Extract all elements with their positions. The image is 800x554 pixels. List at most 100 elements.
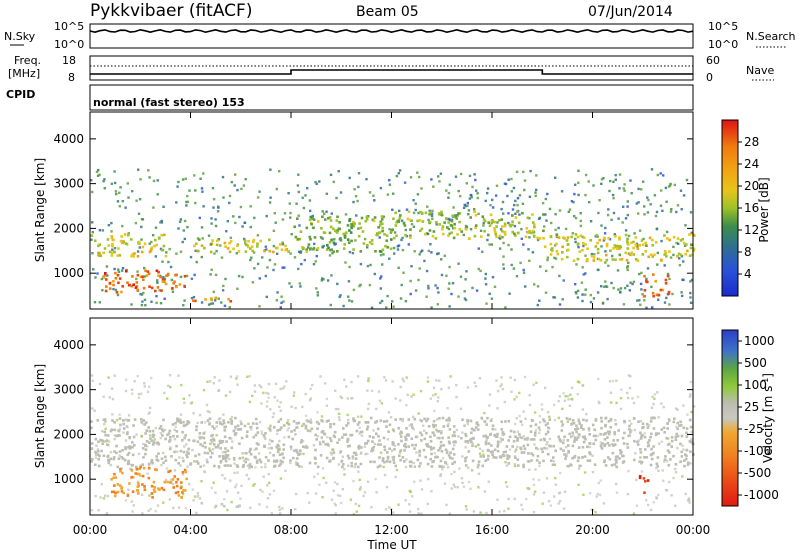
- heatmap-cell: [226, 449, 230, 453]
- heatmap-cell: [645, 280, 648, 283]
- heatmap-cell: [100, 277, 104, 281]
- heatmap-cell: [262, 475, 265, 478]
- heatmap-cell: [644, 250, 647, 253]
- heatmap-cell: [568, 404, 571, 407]
- heatmap-cell: [268, 442, 271, 446]
- heatmap-cell: [121, 471, 124, 475]
- heatmap-cell: [183, 275, 187, 278]
- heatmap-cell: [151, 435, 155, 439]
- heatmap-cell: [325, 481, 328, 484]
- heatmap-cell: [200, 301, 204, 304]
- heatmap-cell: [354, 502, 357, 506]
- heatmap-cell: [582, 244, 585, 248]
- heatmap-cell: [420, 419, 423, 423]
- heatmap-cell: [254, 417, 258, 421]
- heatmap-cell: [507, 243, 510, 247]
- heatmap-cell: [221, 474, 224, 477]
- heatmap-cell: [558, 209, 562, 212]
- heatmap-cell: [118, 191, 121, 194]
- heatmap-cell: [146, 445, 149, 448]
- heatmap-cell: [105, 439, 109, 442]
- heatmap-cell: [559, 439, 562, 443]
- heatmap-cell: [469, 419, 473, 423]
- heatmap-cell: [156, 279, 159, 282]
- heatmap-cell: [105, 278, 108, 281]
- heatmap-cell: [592, 297, 596, 300]
- heatmap-cell: [612, 197, 615, 200]
- heatmap-cell: [431, 209, 434, 213]
- heatmap-cell: [645, 244, 648, 247]
- heatmap-cell: [608, 444, 611, 447]
- heatmap-cell: [522, 451, 526, 454]
- heatmap-cell: [364, 442, 367, 445]
- heatmap-cell: [175, 285, 178, 289]
- heatmap-cell: [561, 245, 564, 249]
- heatmap-cell: [681, 237, 684, 241]
- heatmap-cell: [250, 428, 253, 431]
- heatmap-cell: [110, 221, 113, 225]
- heatmap-cell: [350, 397, 353, 400]
- heatmap-cell: [208, 449, 212, 453]
- heatmap-cell: [320, 415, 324, 418]
- heatmap-cell: [575, 424, 578, 428]
- heatmap-cell: [665, 255, 668, 258]
- heatmap-cell: [116, 293, 120, 297]
- heatmap-cell: [345, 385, 348, 388]
- heatmap-cell: [596, 247, 600, 251]
- heatmap-cell: [467, 209, 471, 212]
- heatmap-cell: [576, 436, 580, 439]
- heatmap-cell: [127, 233, 130, 237]
- heatmap-cell: [90, 460, 93, 463]
- heatmap-cell: [536, 285, 540, 288]
- heatmap-cell: [130, 388, 134, 391]
- heatmap-cell: [228, 241, 231, 245]
- heatmap-cell: [592, 509, 595, 512]
- heatmap-cell: [101, 229, 105, 232]
- heatmap-cell: [141, 474, 145, 478]
- heatmap-cell: [203, 421, 207, 424]
- heatmap-cell: [141, 300, 144, 303]
- heatmap-cell: [152, 441, 156, 444]
- heatmap-cell: [464, 505, 468, 508]
- heatmap-cell: [484, 277, 487, 280]
- heatmap-cell: [247, 422, 250, 425]
- heatmap-cell: [570, 235, 573, 239]
- heatmap-cell: [161, 428, 164, 431]
- heatmap-cell: [552, 495, 556, 498]
- heatmap-cell: [581, 235, 584, 239]
- heatmap-cell: [156, 459, 160, 462]
- heatmap-cell: [660, 239, 663, 243]
- heatmap-cell: [321, 277, 324, 280]
- heatmap-cell: [150, 246, 154, 249]
- heatmap-cell: [397, 244, 401, 247]
- beam-title: Beam 05: [356, 4, 419, 20]
- heatmap-cell: [531, 221, 535, 224]
- heatmap-cell: [163, 428, 167, 432]
- heatmap-cell: [557, 236, 561, 239]
- heatmap-cell: [338, 295, 341, 299]
- heatmap-cell: [344, 433, 348, 436]
- heatmap-cell: [276, 246, 279, 250]
- heatmap-cell: [381, 459, 385, 462]
- heatmap-cell: [148, 494, 151, 497]
- heatmap-cell: [142, 278, 145, 281]
- heatmap-cell: [268, 493, 272, 496]
- heatmap-cell: [626, 396, 630, 400]
- heatmap-cell: [290, 447, 293, 451]
- heatmap-cell: [662, 174, 665, 177]
- heatmap-cell: [498, 219, 501, 222]
- heatmap-cell: [137, 241, 141, 244]
- heatmap-cell: [667, 463, 671, 467]
- heatmap-cell: [96, 449, 100, 453]
- heatmap-cell: [535, 381, 538, 385]
- heatmap-cell: [335, 196, 338, 200]
- freq-right-tick-bottom: 0: [706, 71, 713, 84]
- heatmap-cell: [136, 375, 139, 378]
- heatmap-cell: [618, 457, 621, 460]
- heatmap-cell: [496, 498, 499, 501]
- heatmap-cell: [427, 425, 431, 428]
- heatmap-cell: [443, 254, 446, 257]
- heatmap-cell: [434, 284, 437, 287]
- heatmap-cell: [242, 452, 245, 455]
- heatmap-cell: [339, 450, 343, 453]
